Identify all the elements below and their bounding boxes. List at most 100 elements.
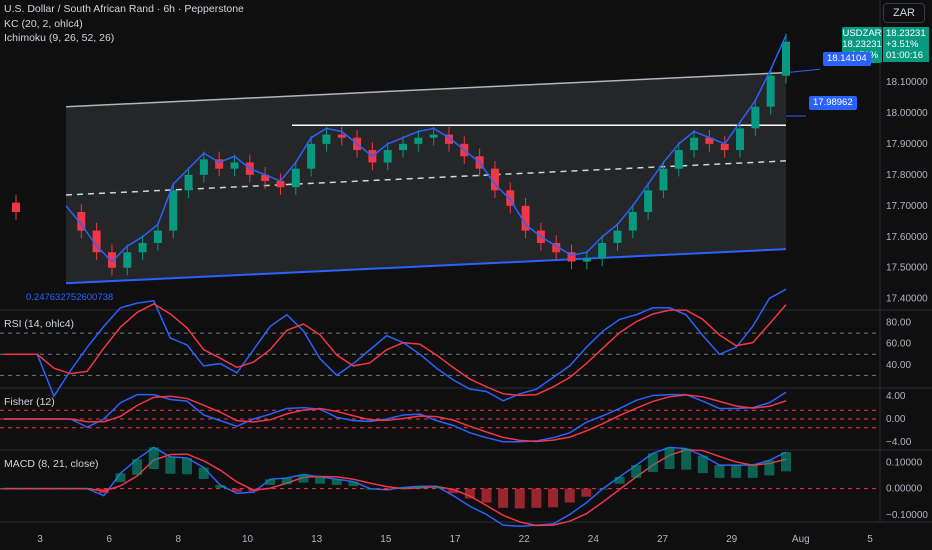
macd-histogram-bar	[464, 488, 475, 499]
macd-histogram-bar	[597, 488, 608, 490]
time-tick-label: 3	[37, 534, 43, 545]
macd-histogram-bar	[265, 479, 276, 485]
macd-histogram-bar	[631, 465, 642, 478]
macd-histogram-bar	[215, 485, 226, 488]
rsi-signal-line	[4, 303, 787, 397]
rsi-tick-label: 60.00	[886, 339, 911, 350]
candle-body	[444, 134, 453, 144]
macd-histogram-bar	[298, 474, 309, 483]
candle-body	[429, 134, 438, 138]
candle-body	[598, 242, 607, 259]
time-tick-label: 8	[176, 534, 182, 545]
price-tick-label: 17.90000	[886, 139, 928, 150]
time-tick-label: 17	[449, 534, 461, 545]
candle-body	[169, 190, 178, 231]
macd-histogram-bar	[647, 453, 658, 472]
price-tick-label: 17.70000	[886, 201, 928, 212]
macd-histogram-bar	[714, 465, 725, 478]
macd-histogram-bar	[514, 488, 525, 509]
macd-histogram-bar	[48, 488, 59, 490]
candle-body	[322, 134, 331, 144]
candle-body	[506, 190, 515, 206]
macd-histogram-bar	[414, 486, 425, 489]
candle-body	[230, 162, 239, 169]
macd-histogram-bar	[747, 465, 758, 478]
candle-body	[582, 258, 591, 262]
candle-body	[276, 181, 285, 188]
candle-body	[261, 174, 270, 182]
candle-body	[184, 174, 193, 191]
macd-histogram-bar	[148, 447, 159, 470]
price-tick-label: 17.50000	[886, 263, 928, 274]
rsi-tick-label: 80.00	[886, 318, 911, 329]
fisher-legend[interactable]: Fisher (12)	[4, 396, 55, 408]
time-tick-label: 13	[311, 534, 323, 545]
macd-histogram-bar	[681, 448, 692, 470]
macd-histogram-bar	[248, 488, 259, 492]
fisher-tick-label: −4.00	[886, 437, 912, 448]
time-tick-label: 5	[867, 534, 873, 545]
macd-tick-label: −0.10000	[886, 510, 928, 521]
channel-bottom-line	[65, 248, 787, 285]
rsi-tick-label: 40.00	[886, 360, 911, 371]
macd-legend[interactable]: MACD (8, 21, close)	[4, 458, 99, 470]
candle-body	[567, 252, 576, 262]
kc-legend[interactable]: KC (20, 2, ohlc4)	[4, 18, 83, 30]
time-tick-label: 6	[106, 534, 112, 545]
candle-body	[77, 212, 86, 231]
channel-mid-tag: 17.98962	[809, 96, 857, 110]
candle-body	[337, 134, 346, 138]
macd-histogram-bar	[0, 488, 9, 490]
candle-body	[399, 143, 408, 151]
macd-histogram-bar	[481, 488, 492, 503]
candle-body	[414, 137, 423, 144]
macd-histogram-bar	[365, 488, 376, 490]
price-tick-label: 17.80000	[886, 170, 928, 181]
candle-body	[92, 230, 101, 253]
candle-body	[107, 252, 116, 268]
macd-histogram-bar	[381, 488, 392, 491]
price-badge-symbol: USDZAR	[842, 28, 882, 39]
time-tick-label: 15	[380, 534, 392, 545]
macd-histogram-bar	[614, 476, 625, 484]
candle-body	[628, 212, 637, 231]
price-tick-label: 17.40000	[886, 294, 928, 305]
channel-annotation: 0.247632752600738	[26, 292, 114, 303]
candle-body	[383, 150, 392, 163]
candle-body	[307, 143, 316, 169]
candle-body	[12, 202, 20, 212]
fisher-tick-label: 4.00	[886, 391, 906, 402]
macd-histogram-bar	[781, 452, 791, 472]
macd-histogram-bar	[198, 467, 209, 480]
macd-histogram-bar	[564, 488, 575, 503]
top-tag-connector	[785, 68, 821, 74]
conversion-line	[65, 35, 787, 263]
ichimoku-legend[interactable]: Ichimoku (9, 26, 52, 26)	[4, 32, 115, 44]
time-tick-label: Aug	[792, 534, 810, 545]
axis-badge-countdown: 01:00:16	[886, 50, 923, 61]
candle-body	[215, 159, 224, 169]
macd-tick-label: 0.00000	[886, 484, 923, 495]
macd-histogram-bar	[431, 486, 442, 489]
macd-histogram-bar	[448, 488, 459, 494]
rsi-legend[interactable]: RSI (14, ohlc4)	[4, 318, 75, 330]
candle-body	[644, 190, 653, 212]
candle-body	[690, 137, 699, 151]
macd-histogram-bar	[531, 488, 542, 508]
time-tick-label: 22	[519, 534, 531, 545]
price-axis-badge: 18.23231 +3.51% 01:00:16	[883, 27, 929, 62]
candle-body	[291, 168, 300, 188]
channel-top-line	[65, 71, 787, 108]
macd-histogram-bar	[664, 447, 675, 470]
candle-body	[736, 128, 745, 151]
candle-body	[138, 242, 147, 253]
candle-body	[490, 168, 499, 191]
macd-histogram-bar	[764, 460, 775, 476]
macd-tick-label: 0.10000	[886, 457, 923, 468]
macd-histogram-bar	[182, 458, 193, 475]
price-tick-label: 17.60000	[886, 232, 928, 243]
currency-button[interactable]: ZAR	[883, 3, 925, 23]
symbol-title: U.S. Dollar / South African Rand · 6h · …	[4, 3, 244, 15]
macd-histogram-bar	[98, 488, 109, 494]
